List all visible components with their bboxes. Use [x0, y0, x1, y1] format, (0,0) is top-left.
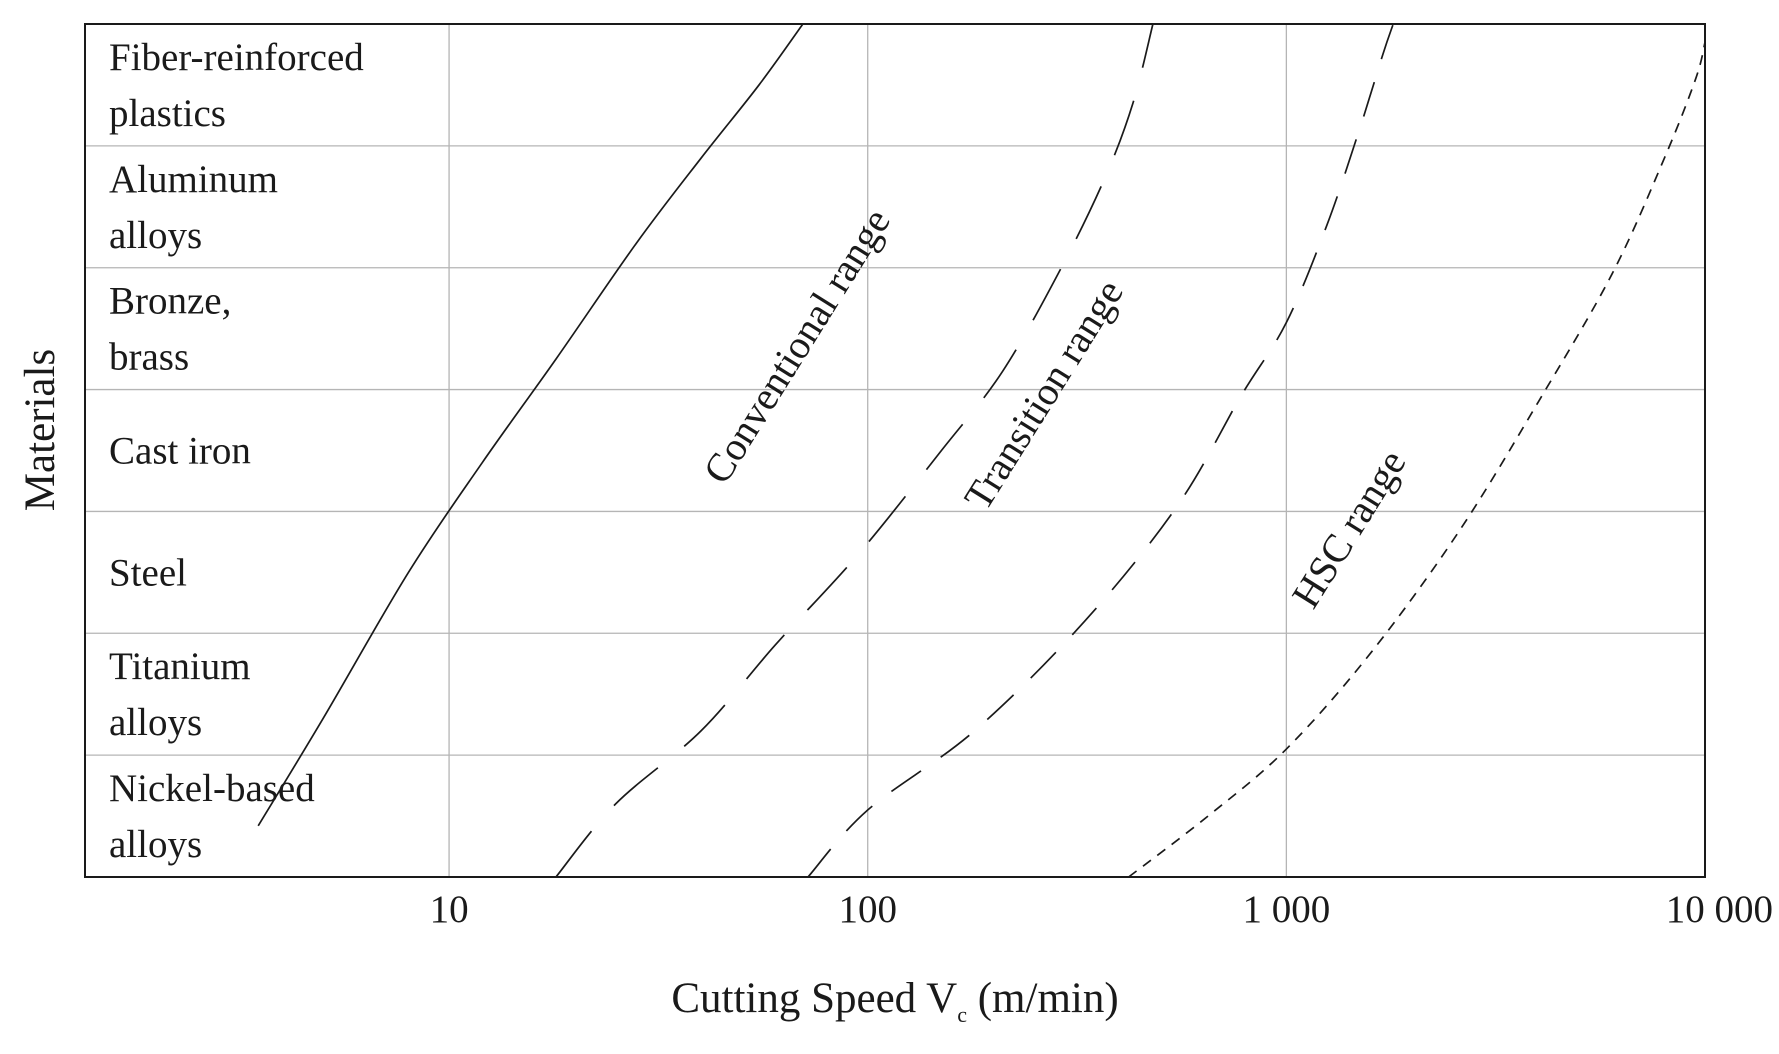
- category-label: Aluminum: [109, 158, 278, 201]
- range-annotation: HSC range: [1283, 442, 1415, 616]
- category-label: Titanium: [109, 645, 251, 688]
- category-label: Cast iron: [109, 430, 251, 473]
- series-curve-lower-bound: [257, 23, 804, 827]
- category-label: alloys: [109, 701, 202, 744]
- category-label: Fiber-reinforced: [109, 36, 364, 79]
- x-axis-label-subscript: c: [957, 1002, 967, 1027]
- category-label: alloys: [109, 214, 202, 257]
- series-curve-transition-hsc-boundary: [807, 23, 1395, 878]
- category-label: plastics: [109, 92, 226, 135]
- category-label: brass: [109, 336, 189, 379]
- x-axis-label-main: Cutting Speed V: [671, 975, 957, 1022]
- series-curve-hsc-upper-bound: [1128, 42, 1706, 878]
- x-tick-label: 10 000: [1666, 888, 1773, 931]
- series-curve-conventional-transition-boundary: [555, 23, 1154, 878]
- x-axis-label-unit: (m/min): [967, 975, 1119, 1022]
- range-annotation: Transition range: [955, 272, 1132, 518]
- x-tick-label: 10: [430, 888, 469, 931]
- x-axis-label: Cutting Speed Vc (m/min): [671, 975, 1118, 1027]
- category-label: alloys: [109, 823, 202, 866]
- y-axis-label: Materials: [17, 349, 64, 511]
- x-tick-label: 100: [838, 888, 897, 931]
- x-tick-label: 1 000: [1242, 888, 1330, 931]
- category-label: Bronze,: [109, 280, 231, 323]
- category-label: Steel: [109, 551, 187, 594]
- plot-frame: [84, 23, 1706, 878]
- category-label: Nickel-based: [109, 767, 315, 810]
